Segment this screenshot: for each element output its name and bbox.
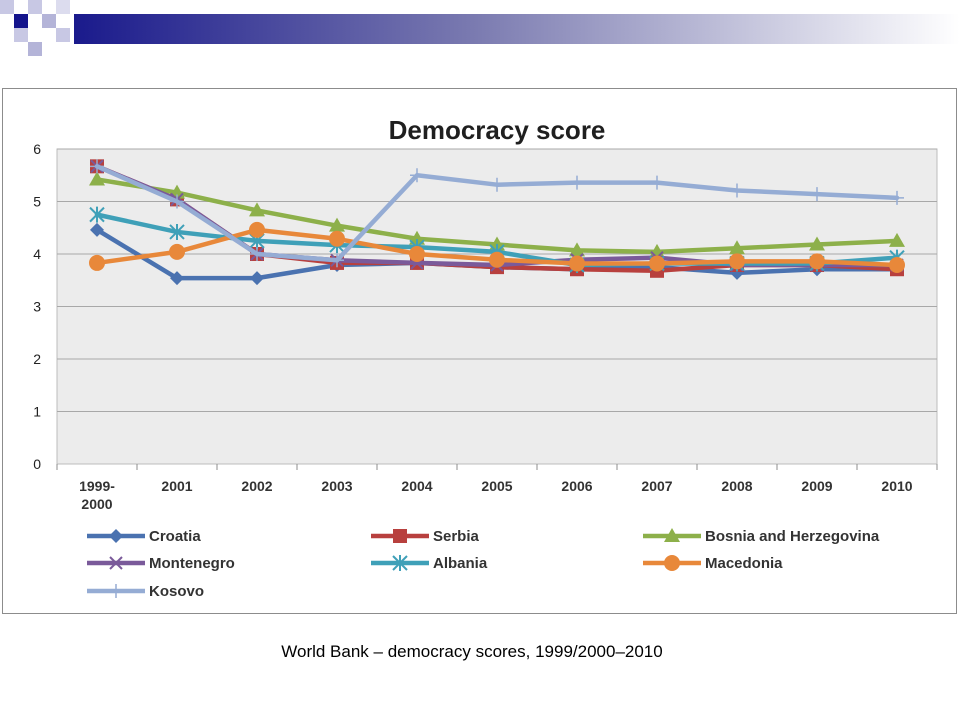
x-tick-label: 2007: [641, 478, 672, 494]
data-point: [169, 243, 185, 260]
legend-entry: Serbia: [371, 528, 480, 545]
line-chart: Democracy score 0 1 2 3 4 5 6 1999-2000 2001 2002…: [33, 115, 938, 600]
legend-marker: [392, 555, 408, 571]
data-point: [409, 246, 425, 262]
legend-entry: Albania: [371, 555, 488, 572]
data-point: [729, 253, 745, 270]
x-tick-label: 2008: [721, 478, 752, 494]
deco-square-light-2: [28, 0, 42, 14]
legend-marker: [393, 529, 407, 543]
x-tick-label: 2005: [481, 478, 512, 494]
x-tick-label: 2001: [161, 478, 192, 494]
data-point: [570, 175, 584, 190]
legend-label: Montenegro: [149, 555, 235, 572]
deco-square-light-7: [56, 28, 70, 42]
y-tick-label: 6: [33, 141, 41, 157]
x-tick-label: 2002: [241, 478, 272, 494]
x-tick-label: 2010: [881, 478, 912, 494]
data-point: [90, 159, 104, 174]
data-point: [250, 247, 264, 261]
data-point: [329, 217, 345, 232]
x-tick-label: 2004: [401, 478, 432, 494]
data-point: [409, 230, 425, 245]
x-tick-label: 2006: [561, 478, 592, 494]
data-point: [569, 242, 585, 257]
y-tick-label: 2: [33, 351, 41, 367]
data-point: [169, 223, 185, 240]
legend-label: Albania: [433, 555, 488, 572]
legend-label: Kosovo: [149, 583, 204, 600]
series-macedonia: [89, 221, 905, 274]
y-tick-label: 4: [33, 246, 41, 262]
deco-square-light-6: [56, 0, 70, 14]
y-tick-label: 3: [33, 299, 41, 315]
legend-marker: [109, 584, 123, 598]
data-point: [889, 232, 905, 247]
y-tick-label: 5: [33, 194, 41, 210]
data-point: [329, 230, 345, 247]
data-point: [330, 253, 344, 268]
deco-square-light-3: [42, 14, 56, 28]
legend-entry: Montenegro: [87, 555, 235, 572]
legend-entry: Kosovo: [87, 583, 204, 600]
data-point: [89, 171, 105, 186]
x-tick-label: 1999-2000: [79, 478, 115, 512]
y-tick-label: 1: [33, 404, 41, 420]
series-kosovo: [90, 159, 904, 268]
deco-square-light-5: [28, 42, 42, 56]
deco-square-light-4: [14, 28, 28, 42]
deco-square-light-1: [0, 0, 14, 14]
legend-label: Serbia: [433, 528, 480, 545]
legend-entry: Croatia: [87, 528, 201, 545]
data-point: [249, 202, 265, 217]
deco-square-navy: [14, 14, 28, 28]
legend-marker: [109, 556, 123, 570]
data-point: [489, 251, 505, 268]
legend-marker: [664, 555, 680, 571]
legend-entry: Macedonia: [643, 555, 783, 572]
data-point: [250, 271, 264, 286]
data-point: [650, 175, 664, 190]
data-point: [170, 194, 184, 209]
legend-label: Croatia: [149, 528, 201, 545]
data-point: [730, 183, 744, 198]
data-point: [569, 255, 585, 272]
data-point: [809, 253, 825, 270]
data-point: [649, 255, 665, 272]
data-point: [89, 254, 105, 271]
data-point: [90, 222, 104, 237]
legend-label: Macedonia: [705, 555, 783, 572]
data-point: [249, 221, 265, 238]
y-tick-label: 0: [33, 456, 41, 472]
chart-title: Democracy score: [389, 115, 606, 145]
legend-marker: [109, 529, 123, 543]
legend-label: Bosnia and Herzegovina: [705, 528, 880, 545]
header-bar: [74, 14, 960, 44]
data-point: [729, 240, 745, 255]
x-tick-label: 2003: [321, 478, 352, 494]
data-point: [410, 168, 424, 183]
data-point: [809, 236, 825, 251]
data-point: [490, 177, 504, 192]
data-point: [170, 271, 184, 286]
data-point: [89, 206, 105, 223]
slide-header-decoration: [0, 0, 960, 56]
slide-caption: World Bank – democracy scores, 1999/2000…: [281, 642, 663, 661]
x-tick-label: 2009: [801, 478, 832, 494]
legend-entry: Bosnia and Herzegovina: [643, 528, 880, 545]
data-point: [889, 257, 905, 274]
data-point: [810, 187, 824, 202]
data-point: [890, 190, 904, 205]
chart-frame: Democracy score 0 1 2 3 4 5 6 1999-2000 2001 2002…: [2, 88, 957, 614]
legend-marker: [664, 528, 680, 542]
